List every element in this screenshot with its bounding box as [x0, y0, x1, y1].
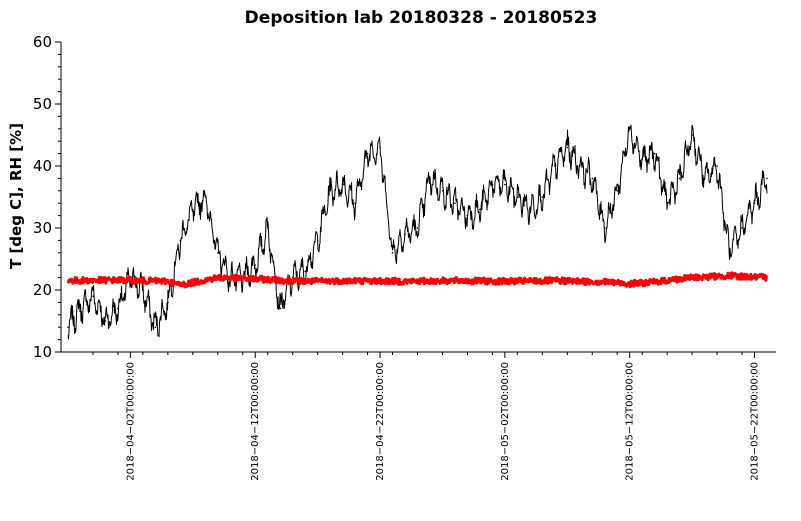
y-tick-label: 30	[33, 219, 52, 237]
data-point-black	[217, 252, 219, 254]
data-point-red	[67, 279, 69, 282]
data-point-black	[741, 227, 743, 229]
y-axis-label: T [deg C], RH [%]	[7, 123, 25, 269]
x-tick-label: 2018−05−12T00:00:00	[625, 362, 636, 481]
x-tick-label: 2018−05−02T00:00:00	[500, 362, 511, 481]
data-point-black	[641, 159, 643, 161]
data-point-black	[104, 320, 107, 322]
data-point-black	[167, 301, 169, 304]
data-point-black	[554, 165, 556, 167]
series-layer	[66, 124, 768, 340]
data-point-black	[666, 202, 668, 204]
data-point-black	[504, 183, 506, 186]
data-point-black	[653, 152, 656, 155]
data-point-black	[379, 146, 381, 149]
data-point-black	[341, 183, 344, 186]
data-point-black	[79, 307, 82, 310]
data-point-red	[354, 279, 356, 282]
data-point-black	[703, 177, 706, 180]
data-point-red	[179, 284, 182, 286]
data-point-red	[304, 280, 307, 283]
axes-layer: 10 20 30 40 50 60 2018−04−02T00:00:00 2018−04−1…	[33, 33, 761, 481]
chart-title: Deposition lab 20180328 - 20180523	[245, 8, 598, 28]
data-point-black	[628, 128, 631, 130]
data-point-red	[167, 280, 169, 283]
data-point-red	[554, 279, 556, 282]
data-point-black	[454, 202, 456, 204]
data-point-red	[628, 283, 631, 285]
data-point-black	[179, 239, 182, 242]
data-point-black	[416, 227, 419, 229]
data-point-black	[766, 177, 768, 180]
data-point-red	[217, 276, 219, 279]
data-point-black	[541, 196, 544, 198]
data-point-black	[529, 208, 531, 211]
y-tick-label: 60	[33, 33, 52, 51]
data-point-red	[653, 281, 656, 283]
data-point-black	[117, 307, 119, 310]
data-point-black	[142, 289, 144, 291]
data-point-black	[266, 227, 269, 229]
data-point-black	[204, 196, 207, 198]
y-tick-label: 40	[33, 157, 52, 175]
data-point-red	[504, 280, 506, 283]
y-tick-label: 20	[33, 281, 52, 299]
data-point-black	[591, 177, 594, 180]
data-point-black	[678, 177, 681, 180]
y-tick-label: 50	[33, 95, 52, 113]
data-point-black	[154, 326, 157, 329]
data-point-black	[291, 276, 294, 279]
data-point-black	[566, 146, 569, 149]
data-point-red	[454, 279, 456, 282]
data-point-red	[691, 276, 693, 279]
data-point-black	[753, 202, 756, 204]
data-point-red	[728, 274, 731, 277]
data-point-black	[716, 165, 718, 167]
data-point-black	[691, 134, 693, 136]
series-line-red	[66, 271, 768, 289]
data-point-black	[429, 177, 431, 180]
data-point-black	[404, 233, 406, 235]
data-point-black	[579, 165, 581, 167]
data-point-red	[766, 276, 768, 279]
data-point-black	[67, 326, 69, 329]
data-point-red	[603, 281, 606, 283]
data-point-black	[192, 208, 194, 211]
data-point-black	[391, 252, 394, 254]
data-point-black	[728, 252, 731, 254]
data-point-red	[117, 279, 119, 281]
x-tick-label: 2018−04−22T00:00:00	[375, 362, 386, 481]
series-line-black	[67, 124, 768, 340]
data-point-black	[279, 307, 282, 310]
data-point-black	[316, 239, 319, 242]
data-point-black	[603, 227, 606, 229]
y-tick-label: 10	[33, 343, 52, 361]
x-tick-label: 2018−05−22T00:00:00	[750, 362, 761, 481]
data-point-red	[404, 280, 406, 283]
plot-area	[60, 42, 776, 353]
data-point-black	[354, 202, 356, 204]
data-point-black	[479, 208, 481, 211]
data-point-black	[329, 190, 331, 192]
data-point-red	[266, 278, 269, 281]
x-tick-label: 2018−04−12T00:00:00	[250, 362, 261, 481]
data-point-black	[92, 295, 94, 298]
data-point-black	[254, 264, 256, 267]
data-point-black	[516, 196, 519, 198]
data-point-black	[491, 183, 494, 186]
x-tick-label: 2018−04−02T00:00:00	[125, 362, 136, 481]
data-point-black	[466, 214, 469, 217]
data-point-black	[366, 152, 369, 155]
data-point-black	[441, 190, 444, 192]
data-point-black	[616, 190, 618, 192]
data-point-black	[304, 270, 307, 273]
